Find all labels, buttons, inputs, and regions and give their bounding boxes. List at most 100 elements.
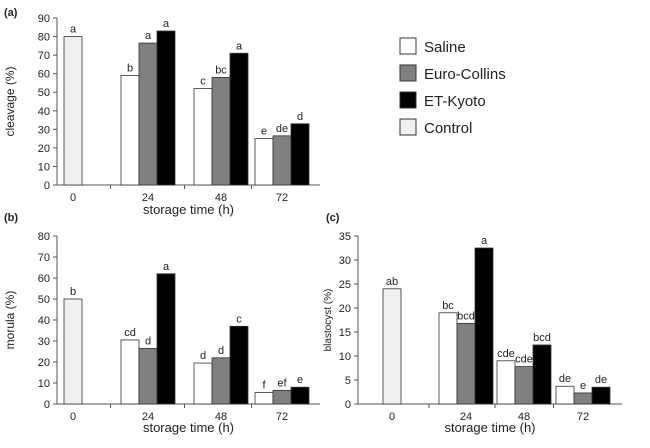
significance-letter: d: [218, 345, 224, 357]
y-tick-label: 5: [345, 375, 351, 387]
bar-saline-72h: [555, 385, 575, 405]
legend-label: Euro-Collins: [424, 66, 506, 83]
significance-letter: ef: [277, 377, 287, 389]
x-tick-label: 48: [215, 192, 227, 204]
significance-letter: b: [127, 63, 133, 75]
bar-euro-collins-24h: [456, 322, 476, 405]
y-tick-label: 0: [345, 399, 351, 411]
significance-letter: a: [163, 18, 170, 30]
significance-letter: d: [297, 111, 303, 123]
y-tick-label: 60: [38, 273, 50, 285]
x-tick-label: 48: [518, 411, 530, 423]
y-tick-label: 90: [38, 13, 50, 25]
y-tick-label: 40: [38, 315, 50, 327]
y-tick-label: 25: [339, 279, 351, 291]
significance-letter: c: [236, 313, 242, 325]
y-tick-label: 0: [44, 399, 50, 411]
bar-saline-48h: [496, 360, 516, 405]
bar-saline-24h: [438, 312, 458, 405]
legend-swatch-control: [399, 118, 417, 136]
y-tick-label: 20: [339, 303, 351, 315]
significance-letter: c: [200, 76, 206, 88]
significance-letter: bcd: [457, 310, 475, 322]
y-tick-label: 50: [38, 87, 50, 99]
significance-letter: a: [145, 30, 152, 42]
y-axis-title-a: cleavage (%): [3, 66, 17, 136]
x-tick-label: 0: [70, 411, 76, 423]
x-tick-label: 24: [460, 411, 472, 423]
panel-label-b: (b): [4, 212, 18, 224]
bar-euro-collins-24h: [138, 42, 158, 186]
bar-control-0h: [382, 288, 402, 405]
y-tick-label: 15: [339, 327, 351, 339]
bar-et-kyoto-24h: [156, 30, 176, 186]
legend: Saline Euro-Collins ET-Kyoto Control: [399, 37, 506, 137]
y-tick-label: 80: [38, 32, 50, 44]
bar-euro-collins-72h: [272, 135, 292, 186]
y-tick-label: 40: [38, 106, 50, 118]
x-axis-title-a: storage time (h): [143, 202, 234, 217]
y-tick-label: 20: [38, 143, 50, 155]
significance-letter: b: [70, 286, 76, 298]
significance-letter: a: [236, 40, 243, 52]
significance-letter: e: [297, 374, 303, 386]
panel-label-c: (c): [326, 212, 340, 224]
significance-letter: cd: [124, 327, 136, 339]
panel-label-a: (a): [4, 7, 18, 19]
significance-letter: cde: [515, 354, 533, 366]
y-tick-label: 80: [38, 231, 50, 243]
y-tick-label: 50: [38, 294, 50, 306]
significance-letter: de: [559, 373, 571, 385]
bar-et-kyoto-48h: [229, 325, 249, 405]
bar-euro-collins-48h: [211, 357, 231, 405]
bar-et-kyoto-72h: [591, 386, 611, 405]
x-tick-label: 72: [577, 411, 589, 423]
x-tick-label: 48: [215, 411, 227, 423]
significance-letter: de: [595, 374, 607, 386]
y-tick-label: 10: [38, 378, 50, 390]
y-tick-label: 0: [44, 180, 50, 192]
legend-label: ET-Kyoto: [424, 93, 486, 110]
y-tick-label: 60: [38, 69, 50, 81]
bar-et-kyoto-48h: [532, 344, 552, 405]
significance-letter: ab: [386, 276, 398, 288]
significance-letter: d: [145, 335, 151, 347]
y-axis-title-c: blastocyst (%): [323, 289, 334, 352]
y-tick-label: 35: [339, 231, 351, 243]
bar-euro-collins-48h: [514, 366, 534, 405]
bar-control-0h: [63, 36, 83, 186]
y-tick-label: 10: [38, 161, 50, 173]
legend-swatch-et-kyoto: [399, 91, 417, 109]
x-tick-label: 24: [142, 411, 154, 423]
significance-letter: de: [276, 123, 288, 135]
x-tick-label: 0: [70, 192, 76, 204]
bar-saline-72h: [254, 138, 274, 186]
bar-et-kyoto-72h: [290, 386, 310, 405]
bar-et-kyoto-24h: [474, 247, 494, 405]
bar-euro-collins-48h: [211, 76, 231, 186]
bar-et-kyoto-72h: [290, 123, 310, 186]
legend-swatch-euro-collins: [399, 64, 417, 82]
bar-saline-72h: [254, 392, 274, 405]
bar-saline-24h: [120, 339, 140, 405]
x-tick-label: 72: [276, 192, 288, 204]
bar-et-kyoto-48h: [229, 52, 249, 186]
significance-letter: f: [262, 379, 266, 391]
bar-saline-48h: [193, 362, 213, 405]
y-tick-label: 10: [339, 351, 351, 363]
legend-swatch-saline: [399, 37, 417, 55]
x-tick-label: 24: [142, 192, 154, 204]
significance-letter: bc: [442, 300, 454, 312]
x-axis-title-c: storage time (h): [444, 420, 535, 435]
y-tick-label: 70: [38, 50, 50, 62]
y-tick-label: 30: [38, 336, 50, 348]
bar-euro-collins-72h: [272, 389, 292, 405]
y-tick-label: 30: [339, 255, 351, 267]
bar-euro-collins-72h: [573, 392, 593, 405]
bar-saline-24h: [120, 75, 140, 186]
x-tick-label: 72: [276, 411, 288, 423]
